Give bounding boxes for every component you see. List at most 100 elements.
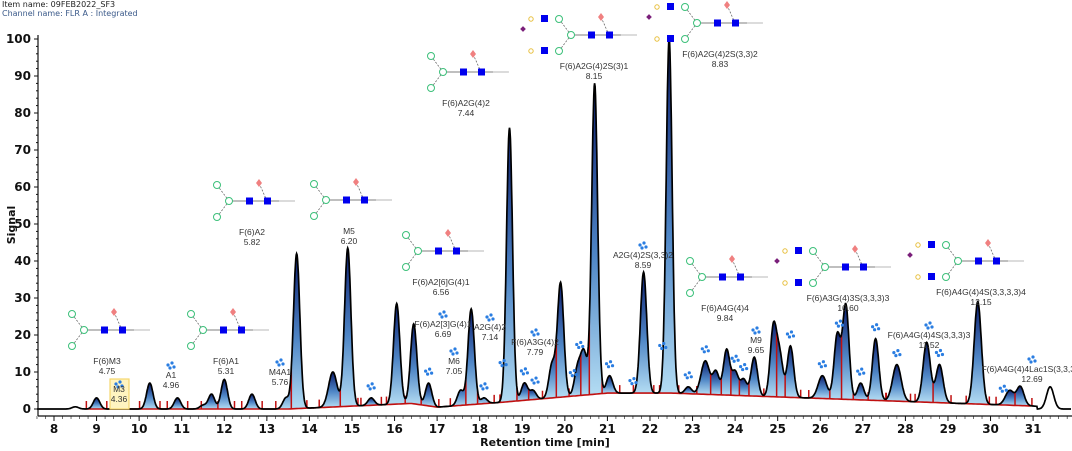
cluster-dot — [504, 362, 508, 367]
cluster-dot — [706, 349, 710, 353]
glcnac-icon — [119, 326, 126, 334]
peak-area — [580, 321, 590, 396]
mannose-icon — [555, 47, 563, 55]
cluster-dot — [444, 314, 448, 318]
cluster-dot — [426, 372, 430, 376]
cluster-dot — [1027, 357, 1031, 361]
x-axis-label: Retention time [min] — [480, 436, 610, 449]
unassigned-cluster-icon — [730, 354, 740, 363]
glcnac-icon — [719, 273, 726, 281]
y-tick-label: 100 — [6, 32, 31, 46]
y-tick-label: 30 — [14, 291, 31, 305]
unassigned-cluster-icon — [658, 341, 668, 351]
cluster-dot — [928, 321, 932, 325]
cluster-dot — [858, 372, 862, 376]
cluster-dot — [898, 353, 902, 357]
cluster-dot — [819, 365, 823, 369]
galactose-icon — [782, 280, 788, 286]
cluster-dot — [610, 364, 615, 368]
cluster-dot — [934, 350, 939, 355]
x-tick-label: 11 — [173, 422, 190, 436]
glycan-structure-icon — [907, 239, 1024, 281]
glcnac-icon — [732, 19, 739, 27]
cluster-dot — [481, 387, 485, 391]
x-tick-label: 12 — [216, 422, 233, 436]
x-tick-label: 19 — [514, 422, 531, 436]
fucose-icon — [230, 308, 236, 316]
fucose-icon — [256, 179, 262, 187]
glycan-structure-icon — [427, 50, 509, 92]
mannose-icon — [681, 35, 689, 43]
cluster-dot — [114, 382, 118, 386]
mannose-icon — [439, 68, 447, 76]
cluster-dot — [532, 381, 536, 385]
y-tick-label: 60 — [14, 180, 31, 194]
highlight-box — [109, 378, 130, 410]
cluster-dot — [823, 364, 827, 368]
peak-value: 6.20 — [341, 236, 358, 246]
cluster-dot — [685, 376, 689, 380]
glcnac-icon — [435, 247, 442, 255]
peak-area — [291, 253, 307, 409]
unassigned-cluster-icon — [834, 319, 845, 328]
cluster-dot — [634, 381, 638, 385]
x-tick-label: 16 — [386, 422, 403, 436]
peak-area — [710, 370, 722, 395]
unassigned-cluster-icon — [575, 340, 585, 350]
fucose-icon — [470, 50, 476, 58]
glcnac-icon — [842, 263, 849, 271]
channel-name: Channel name: FLR A : Integrated — [2, 9, 138, 18]
cluster-dot — [638, 243, 642, 247]
cluster-dot — [536, 380, 540, 384]
unassigned-cluster-icon — [700, 345, 710, 354]
mannose-icon — [213, 181, 221, 189]
peak-label: A2G(4)2S(3,3)2 — [613, 250, 673, 260]
cluster-dot — [489, 313, 493, 317]
mannose-icon — [68, 342, 76, 350]
peak-area — [829, 331, 842, 400]
cluster-dot — [755, 326, 759, 330]
peak-value: 9.84 — [717, 313, 734, 323]
cluster-dot — [821, 360, 825, 364]
cluster-dot — [572, 368, 576, 373]
unassigned-cluster-icon — [275, 358, 285, 367]
cluster-dot — [871, 325, 875, 329]
peak-area — [785, 346, 801, 398]
cluster-dot — [577, 345, 581, 350]
cluster-dot — [875, 323, 879, 327]
x-tick-label: 23 — [684, 422, 701, 436]
cluster-dot — [430, 371, 434, 375]
mannose-icon — [681, 3, 689, 11]
peak-area — [966, 301, 990, 405]
peak-area — [868, 338, 886, 401]
x-tick-label: 20 — [556, 422, 573, 436]
galactose-icon — [654, 36, 660, 42]
cluster-dot — [519, 369, 523, 373]
cluster-dot — [574, 372, 578, 377]
cluster-dot — [281, 362, 285, 366]
cluster-dot — [521, 372, 525, 376]
cluster-dot — [536, 332, 540, 336]
cluster-dot — [753, 331, 757, 335]
mannose-icon — [322, 196, 330, 204]
peak-label: F(6)A2G(4)2S(3)1 — [560, 61, 629, 71]
glycan-structure-icon — [213, 179, 295, 221]
peak-area — [421, 383, 439, 407]
galactose-icon — [654, 4, 660, 10]
mannose-icon — [555, 15, 563, 23]
fucose-icon — [445, 229, 451, 237]
cluster-dot — [689, 375, 693, 379]
cluster-dot — [120, 384, 124, 388]
x-tick-label: 29 — [940, 422, 957, 436]
peak-label: F(6)A4G(4)4 — [701, 303, 749, 313]
peak-area — [696, 360, 711, 395]
unassigned-cluster-icon — [438, 310, 448, 319]
peak-value: 7.05 — [446, 366, 463, 376]
fucose-icon — [598, 13, 604, 21]
mannose-icon — [698, 273, 706, 281]
unassigned-cluster-icon — [683, 371, 693, 380]
peak-area — [500, 128, 517, 403]
cluster-dot — [924, 323, 928, 327]
peak-value: 12.69 — [1021, 374, 1043, 384]
cluster-dot — [368, 387, 372, 391]
